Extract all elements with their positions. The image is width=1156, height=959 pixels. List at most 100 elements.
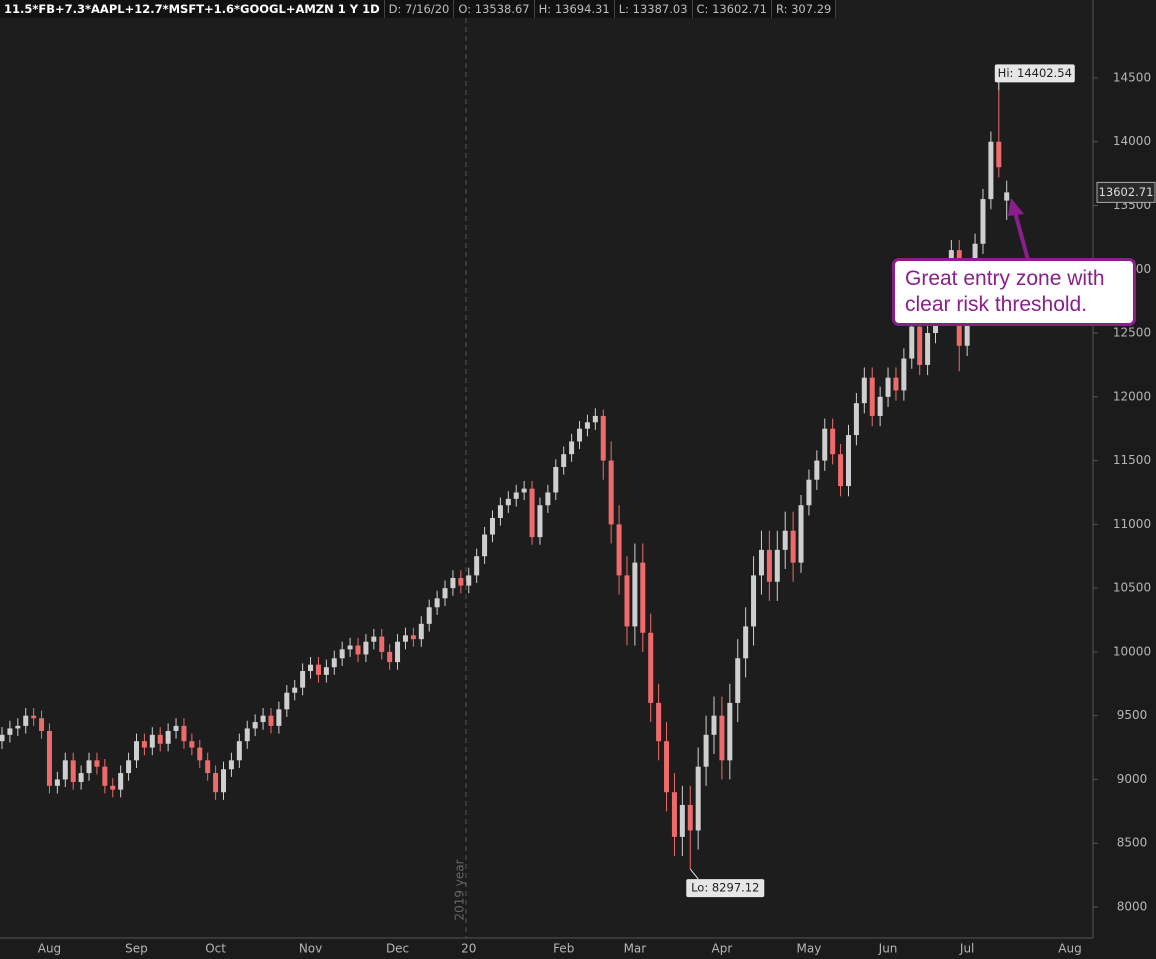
y-tick-label: 12500 (1113, 326, 1151, 340)
candle-body (402, 635, 408, 642)
candle-body (54, 779, 60, 786)
candle-body (877, 396, 883, 416)
x-tick-label: Dec (386, 942, 409, 956)
last-price: 13602.71 (1099, 185, 1154, 199)
candle-body (885, 377, 891, 397)
candle-body (197, 747, 203, 761)
candle-body (276, 709, 282, 726)
candle-body (909, 326, 915, 359)
candle-body (347, 645, 353, 650)
candle-body (727, 702, 733, 761)
candle-body (244, 728, 250, 742)
candle-body (917, 326, 923, 365)
x-tick-label: Oct (205, 942, 226, 956)
candle-body (70, 760, 76, 783)
candle-body (62, 760, 68, 780)
candle-body (331, 658, 337, 668)
candle-body (102, 766, 108, 786)
lo-pointer (689, 868, 699, 880)
candle-body (861, 377, 867, 404)
candle-body (260, 715, 266, 723)
x-tick-label: May (797, 942, 822, 956)
last-price-box (1096, 181, 1156, 203)
candle-body (553, 466, 559, 493)
candle-body (15, 725, 21, 729)
y-tick-label: 11500 (1113, 453, 1151, 467)
candle-body (671, 792, 677, 837)
header-date: D: 7/16/20 (385, 0, 455, 18)
candle-body (838, 454, 844, 487)
candle-body (853, 403, 859, 436)
candle-body (466, 575, 472, 586)
candle-body (497, 505, 503, 518)
candle-body (236, 741, 242, 761)
candle-body (31, 715, 37, 719)
candle-body (751, 575, 757, 627)
hi-label: Hi: 14402.54 (998, 66, 1072, 80)
candle-body (489, 517, 495, 535)
candle-body (845, 435, 851, 487)
candle-body (474, 556, 480, 576)
candle-body (450, 577, 456, 589)
y-tick-label: 8000 (1117, 900, 1148, 914)
year-label: 2019 year (453, 859, 467, 920)
candle-body (814, 460, 820, 480)
candle-body (371, 636, 377, 642)
candle-body (157, 734, 163, 744)
candle-body (426, 607, 432, 624)
candle-body (410, 635, 416, 640)
candle-body (513, 492, 519, 499)
candle-body (133, 741, 139, 761)
candle-body (719, 715, 725, 761)
candle-body (640, 562, 646, 633)
candle-body (782, 530, 788, 550)
header-bar: 11.5*FB+7.3*AAPL+12.7*MSFT+1.6*GOOGL+AMZ… (0, 0, 837, 18)
candle-body (0, 734, 5, 742)
candle-body (363, 641, 369, 655)
candle-body (23, 715, 29, 726)
candle-body (988, 141, 994, 200)
candle-body (442, 588, 448, 599)
x-tick-label: Sep (125, 942, 148, 956)
candle-body (7, 728, 13, 735)
header-close: C: 13602.71 (693, 0, 772, 18)
candle-body (284, 692, 290, 710)
x-tick-label: Aug (38, 942, 61, 956)
candle-body (86, 760, 92, 774)
candle-body (656, 702, 662, 742)
x-tick-label: Jun (878, 942, 898, 956)
candle-body (901, 358, 907, 391)
candle-body (695, 766, 701, 831)
plot-area (0, 0, 1093, 938)
candle-body (592, 415, 598, 423)
candle-body (529, 488, 535, 538)
candle-body (632, 562, 638, 627)
candle-body (679, 804, 685, 837)
y-tick-label: 14500 (1113, 70, 1151, 84)
lo-label: Lo: 8297.12 (691, 881, 759, 895)
candle-body (323, 667, 329, 675)
candle-body (252, 722, 258, 729)
candle-body (355, 645, 361, 655)
candle-body (39, 718, 45, 731)
candle-body (434, 598, 440, 608)
candle-body (758, 549, 764, 576)
candle-body (711, 715, 717, 735)
x-tick-label: 20 (461, 942, 476, 956)
candle-body (300, 671, 306, 688)
candle-body (664, 741, 670, 793)
candle-body (126, 760, 132, 774)
y-tick-label: 14000 (1113, 134, 1151, 148)
header-high: H: 13694.31 (535, 0, 615, 18)
candle-body (648, 632, 654, 703)
candle-body (418, 623, 424, 640)
callout-arrow (1013, 211, 1030, 261)
candle-body (505, 498, 511, 506)
candle-body (315, 664, 321, 675)
candle-body (790, 530, 796, 563)
header-range: R: 307.29 (772, 0, 837, 18)
candle-body (173, 725, 179, 731)
x-tick-label: Nov (299, 942, 322, 956)
candle-body (78, 773, 84, 783)
